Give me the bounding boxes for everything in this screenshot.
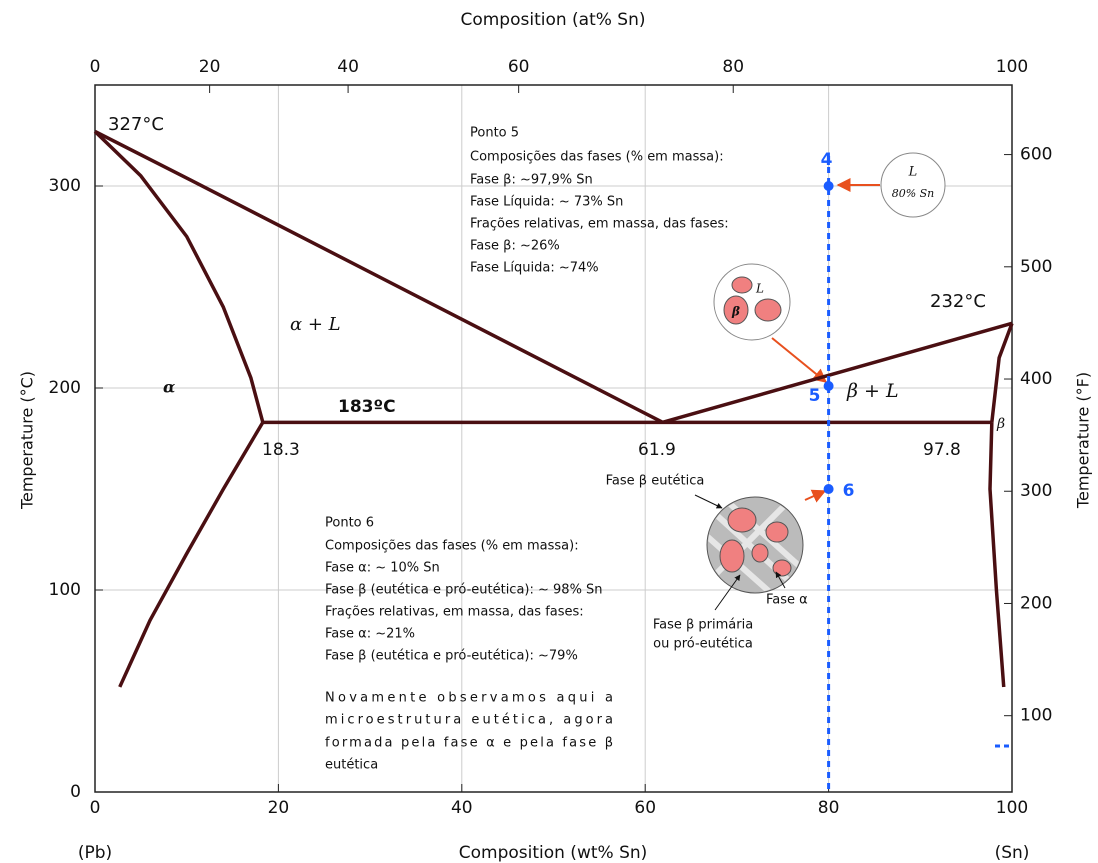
alloy-point	[823, 484, 834, 494]
y2-tick-label: 300	[1020, 481, 1052, 501]
y2-tick-label: 400	[1020, 369, 1052, 389]
point-label: 4	[821, 150, 833, 170]
annotation: α	[163, 378, 175, 397]
phase-boundary	[662, 321, 1013, 425]
annotation: 61.9	[638, 440, 676, 460]
x-tick-label: 40	[451, 798, 473, 818]
plot-frame	[94, 84, 1013, 793]
annotation: microestrutura eutética, agora	[325, 713, 613, 728]
annotation: Fase β primária	[653, 618, 753, 633]
annotation: ou pró-eutética	[653, 637, 753, 652]
inset-liquid	[836, 152, 946, 218]
top-axis-title: Composition (at% Sn)	[460, 10, 645, 30]
annotation: (Pb)	[78, 843, 112, 863]
point-label: 6	[843, 481, 855, 501]
y2-tick-label: 500	[1020, 257, 1052, 277]
annotation: α + L	[290, 314, 341, 335]
y2-tick-label: 100	[1020, 706, 1052, 726]
x-tick-label: 0	[90, 798, 101, 818]
x-tick-label: 80	[818, 798, 840, 818]
x-axis-title: Composition (wt% Sn)	[459, 843, 648, 863]
annotation: Fase Líquida: ~74%	[470, 261, 599, 276]
phase-boundary	[988, 422, 1006, 688]
annotation: β	[731, 305, 740, 319]
phase-boundary	[93, 130, 265, 423]
x-tick-label: 100	[996, 798, 1028, 818]
annotation: Fase α	[766, 593, 808, 608]
annotation: 327°C	[108, 114, 164, 135]
annotation: Composições das fases (% em massa):	[470, 150, 724, 165]
annotation: Fase β eutética	[606, 474, 705, 489]
annotation: Fase α: ~ 10% Sn	[325, 561, 440, 576]
annotation: 232°C	[930, 291, 986, 312]
x-tick-label: 20	[268, 798, 290, 818]
annotation: formada pela fase α e pela fase β	[325, 736, 613, 751]
y-tick-label: 300	[49, 176, 81, 196]
annotation: Composições das fases (% em massa):	[325, 539, 579, 554]
annotation: Ponto 5	[470, 126, 519, 141]
annotation: eutética	[325, 758, 378, 773]
annotation: Frações relativas, em massa, das fases:	[325, 605, 584, 620]
y-tick-label: 200	[49, 378, 81, 398]
annotation: 18.3	[262, 440, 300, 460]
annotation: Frações relativas, em massa, das fases:	[470, 217, 729, 232]
annotation: β	[996, 416, 1005, 432]
y2-axis-title: Temperature (°F)	[1074, 372, 1093, 509]
top-tick-label: 60	[508, 57, 530, 77]
annotation: Fase β: ~97,9% Sn	[470, 173, 593, 188]
annotation: Novamente observamos aqui a	[325, 691, 613, 706]
top-tick-label: 100	[996, 57, 1028, 77]
annotation: L	[908, 165, 918, 180]
y2-tick-label: 200	[1020, 593, 1052, 613]
annotation: L	[755, 282, 764, 296]
x-tick-label: 60	[634, 798, 656, 818]
top-tick-label: 80	[722, 57, 744, 77]
y-tick-label: 100	[49, 580, 81, 600]
phase-boundary	[990, 322, 1014, 423]
y-axis-title: Temperature (°C)	[18, 371, 37, 510]
y2-tick-label: 600	[1020, 145, 1052, 165]
grid	[95, 85, 1012, 792]
annotation: Fase β (eutética e pró-eutética): ~79%	[325, 649, 578, 664]
phase-boundary	[94, 129, 664, 424]
inset-beta-liquid	[713, 263, 828, 383]
annotation: 97.8	[923, 440, 961, 460]
annotation: Ponto 6	[325, 516, 374, 531]
annotation: (Sn)	[995, 843, 1030, 863]
alloy-point	[823, 181, 834, 191]
top-tick-label: 20	[199, 57, 221, 77]
annotation: Fase Líquida: ~ 73% Sn	[470, 195, 623, 210]
annotation: Fase α: ~21%	[325, 627, 415, 642]
annotation: Fase β (eutética e pró-eutética): ~ 98% …	[325, 583, 603, 598]
annotation: Fase β: ~26%	[470, 239, 560, 254]
point-label: 5	[809, 386, 821, 406]
annotation: β + L	[846, 380, 899, 402]
top-tick-label: 0	[90, 57, 101, 77]
top-tick-label: 40	[337, 57, 359, 77]
y-tick-label: 0	[70, 782, 81, 802]
annotation: 183ºC	[338, 397, 396, 417]
annotation: 80% Sn	[892, 187, 935, 200]
phase-boundary	[118, 421, 265, 688]
alloy-point	[823, 380, 834, 391]
